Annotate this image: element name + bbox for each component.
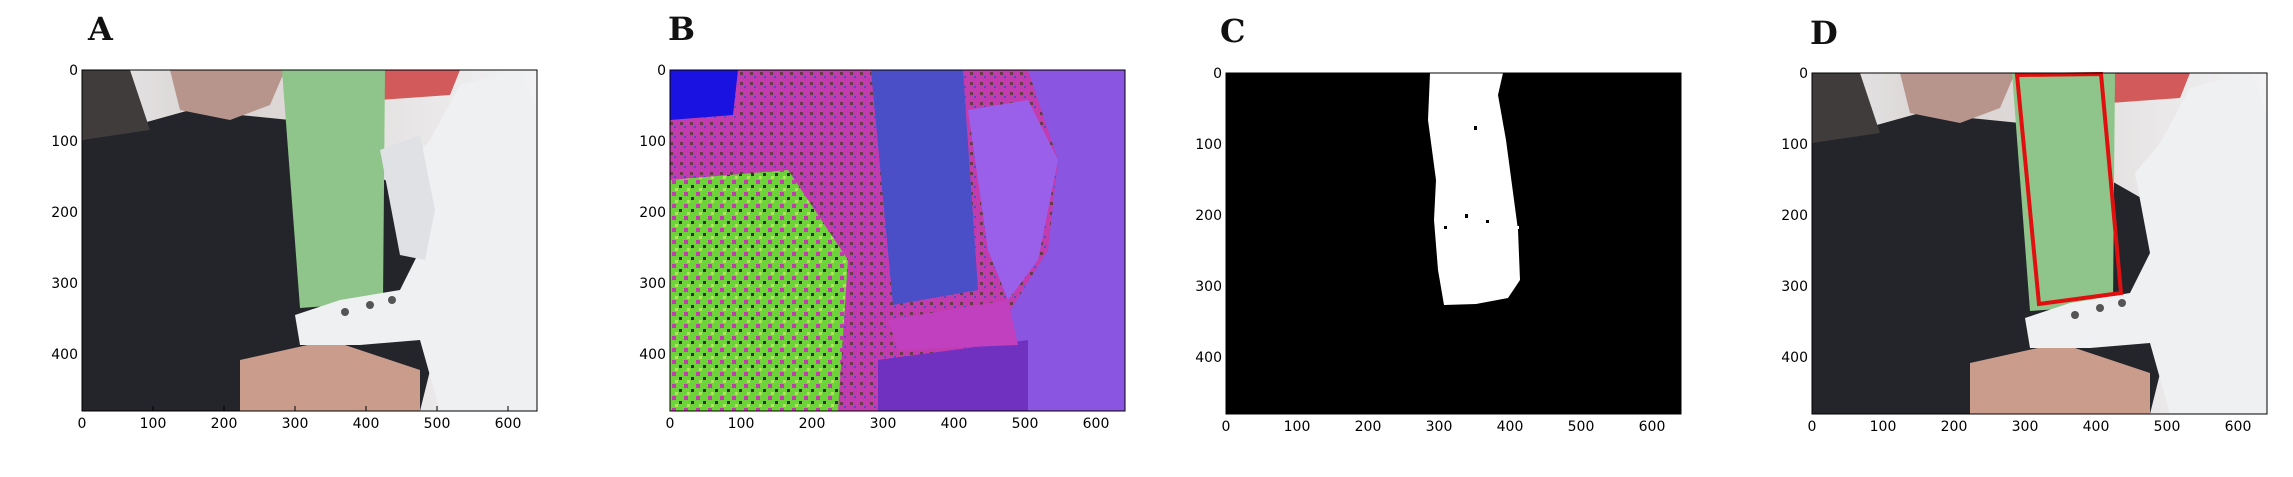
- detection-outline: [2014, 71, 2124, 307]
- x-tick-label: 300: [1426, 419, 1453, 435]
- plot-frame: [81, 69, 538, 412]
- panel-b-plot: 0 100 200 300 400 500 600 0 100 200 300 …: [639, 63, 1126, 432]
- bar-mask: [1428, 73, 1520, 305]
- x-tick-label: 400: [941, 416, 968, 432]
- x-axis: 0 100 200 300 400 500 600: [1222, 419, 1666, 435]
- y-tick-label: 400: [639, 347, 666, 363]
- x-tick-label: 0: [1808, 419, 1817, 435]
- y-tick-label: 0: [69, 63, 78, 79]
- y-axis: 0 100 200 300 400: [51, 63, 78, 363]
- y-tick-label: 200: [1781, 208, 1808, 224]
- x-tick-label: 500: [1012, 416, 1039, 432]
- plot-frame: [669, 69, 1126, 412]
- x-tick-label: 400: [1497, 419, 1524, 435]
- panel-letter: D: [1810, 14, 1838, 52]
- x-axis: 0 100 200 300 400 500 600: [78, 406, 522, 432]
- panel-d: D 0 100 200: [1730, 0, 2290, 477]
- photo-detected: [1812, 71, 2267, 414]
- plot-frame: [1811, 72, 2268, 415]
- x-tick-label: 100: [1284, 419, 1311, 435]
- plot-frame: [1225, 72, 1682, 415]
- x-tick-label: 300: [2012, 419, 2039, 435]
- x-tick-label: 500: [1568, 419, 1595, 435]
- y-tick-label: 0: [657, 63, 666, 79]
- y-tick-label: 0: [1213, 66, 1222, 82]
- bar-region: [871, 70, 978, 305]
- x-tick-label: 200: [211, 416, 238, 432]
- x-tick-label: 300: [870, 416, 897, 432]
- panel-a-plot: 0 100 200 300 400 500 600 0 100 200 300 …: [51, 63, 538, 432]
- y-tick-label: 200: [51, 205, 78, 221]
- panel-letter: C: [1220, 12, 1246, 50]
- y-tick-label: 200: [1195, 208, 1222, 224]
- x-tick-label: 100: [140, 416, 167, 432]
- y-tick-label: 200: [639, 205, 666, 221]
- x-tick-label: 600: [1083, 416, 1110, 432]
- x-tick-label: 500: [2154, 419, 2181, 435]
- x-tick-label: 400: [2083, 419, 2110, 435]
- photo-hsv: [670, 70, 1125, 411]
- x-tick-label: 0: [78, 416, 87, 432]
- panel-a: A: [0, 0, 560, 477]
- y-tick-label: 300: [1195, 279, 1222, 295]
- green-bar: [282, 70, 385, 308]
- y-axis: 0 100 200 300 400: [1195, 66, 1222, 366]
- panel-d-plot: 0 100 200 300 400 500 600 0 100 200 300 …: [1781, 66, 2268, 435]
- y-tick-label: 400: [1781, 350, 1808, 366]
- x-tick-label: 600: [495, 416, 522, 432]
- photo-original: [82, 70, 537, 411]
- y-axis: 0 100 200 300 400: [639, 63, 666, 363]
- y-tick-label: 100: [1195, 137, 1222, 153]
- y-tick-label: 0: [1799, 66, 1808, 82]
- panel-c-plot: 0 100 200 300 400 500 600 0 100 200 300 …: [1195, 66, 1682, 435]
- x-tick-label: 0: [1222, 419, 1231, 435]
- y-tick-label: 300: [639, 276, 666, 292]
- y-tick-label: 400: [51, 347, 78, 363]
- x-tick-label: 600: [1639, 419, 1666, 435]
- x-tick-label: 0: [666, 416, 675, 432]
- segmentation-mask: [1226, 73, 1681, 414]
- y-tick-label: 300: [1781, 279, 1808, 295]
- x-tick-label: 600: [2225, 419, 2252, 435]
- y-tick-label: 400: [1195, 350, 1222, 366]
- x-tick-label: 500: [424, 416, 451, 432]
- y-axis: 0 100 200 300 400: [1781, 66, 1808, 366]
- x-tick-label: 100: [1870, 419, 1897, 435]
- y-tick-label: 100: [639, 134, 666, 150]
- y-tick-label: 300: [51, 276, 78, 292]
- x-tick-label: 400: [353, 416, 380, 432]
- x-axis: 0 100 200 300 400 500 600: [666, 416, 1110, 432]
- panel-letter: B: [668, 10, 696, 48]
- x-tick-label: 100: [728, 416, 755, 432]
- x-tick-label: 200: [1941, 419, 1968, 435]
- panel-c: C 0 100 200 300 400 500 600 0 100 200 30…: [1176, 0, 1736, 477]
- x-tick-label: 200: [1355, 419, 1382, 435]
- y-tick-label: 100: [51, 134, 78, 150]
- x-tick-label: 200: [799, 416, 826, 432]
- x-axis: 0 100 200 300 400 500 600: [1808, 419, 2252, 435]
- panel-letter: A: [88, 10, 113, 48]
- y-tick-label: 100: [1781, 137, 1808, 153]
- x-tick-label: 300: [282, 416, 309, 432]
- panel-b: B 0: [588, 0, 1148, 477]
